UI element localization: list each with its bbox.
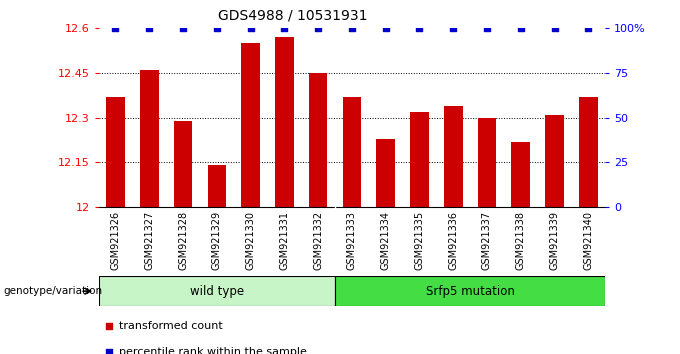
Point bbox=[447, 25, 458, 31]
Text: GSM921338: GSM921338 bbox=[515, 211, 526, 269]
Bar bbox=[343, 97, 361, 207]
Point bbox=[245, 25, 256, 31]
Text: GSM921335: GSM921335 bbox=[414, 211, 424, 270]
Text: GSM921334: GSM921334 bbox=[381, 211, 391, 269]
Bar bbox=[478, 118, 496, 207]
Bar bbox=[444, 106, 462, 207]
Bar bbox=[335, 276, 605, 306]
Text: GSM921340: GSM921340 bbox=[583, 211, 594, 269]
Text: GSM921339: GSM921339 bbox=[549, 211, 560, 269]
Point bbox=[279, 25, 290, 31]
Point bbox=[313, 25, 324, 31]
Bar bbox=[106, 97, 124, 207]
Bar bbox=[241, 43, 260, 207]
Bar bbox=[207, 165, 226, 207]
Point bbox=[143, 25, 154, 31]
Bar bbox=[511, 142, 530, 207]
Text: GSM921328: GSM921328 bbox=[178, 211, 188, 270]
Text: GSM921330: GSM921330 bbox=[245, 211, 256, 269]
Text: GSM921337: GSM921337 bbox=[482, 211, 492, 270]
Text: GDS4988 / 10531931: GDS4988 / 10531931 bbox=[218, 9, 367, 23]
Point bbox=[346, 25, 358, 31]
Bar bbox=[545, 115, 564, 207]
Bar bbox=[309, 73, 327, 207]
Text: GSM921333: GSM921333 bbox=[347, 211, 357, 269]
Point bbox=[549, 25, 560, 31]
Bar bbox=[99, 276, 335, 306]
Point bbox=[211, 25, 222, 31]
Bar bbox=[410, 112, 428, 207]
Text: transformed count: transformed count bbox=[119, 321, 222, 331]
Point bbox=[515, 25, 526, 31]
Text: Srfp5 mutation: Srfp5 mutation bbox=[426, 285, 515, 298]
Text: GSM921332: GSM921332 bbox=[313, 211, 323, 270]
Text: GSM921329: GSM921329 bbox=[211, 211, 222, 270]
Point bbox=[481, 25, 492, 31]
Bar bbox=[275, 37, 294, 207]
Point bbox=[583, 25, 594, 31]
Point bbox=[380, 25, 391, 31]
Point bbox=[414, 25, 425, 31]
Text: GSM921327: GSM921327 bbox=[144, 211, 154, 270]
Text: GSM921331: GSM921331 bbox=[279, 211, 290, 269]
Point bbox=[177, 25, 188, 31]
Point bbox=[110, 25, 121, 31]
Bar bbox=[174, 121, 192, 207]
Text: GSM921326: GSM921326 bbox=[110, 211, 120, 270]
Text: wild type: wild type bbox=[190, 285, 244, 298]
Bar bbox=[377, 138, 395, 207]
Bar bbox=[140, 70, 158, 207]
Text: genotype/variation: genotype/variation bbox=[3, 286, 103, 296]
Text: percentile rank within the sample: percentile rank within the sample bbox=[119, 347, 307, 354]
Text: GSM921336: GSM921336 bbox=[448, 211, 458, 269]
Bar bbox=[579, 97, 598, 207]
Point bbox=[439, 206, 449, 212]
